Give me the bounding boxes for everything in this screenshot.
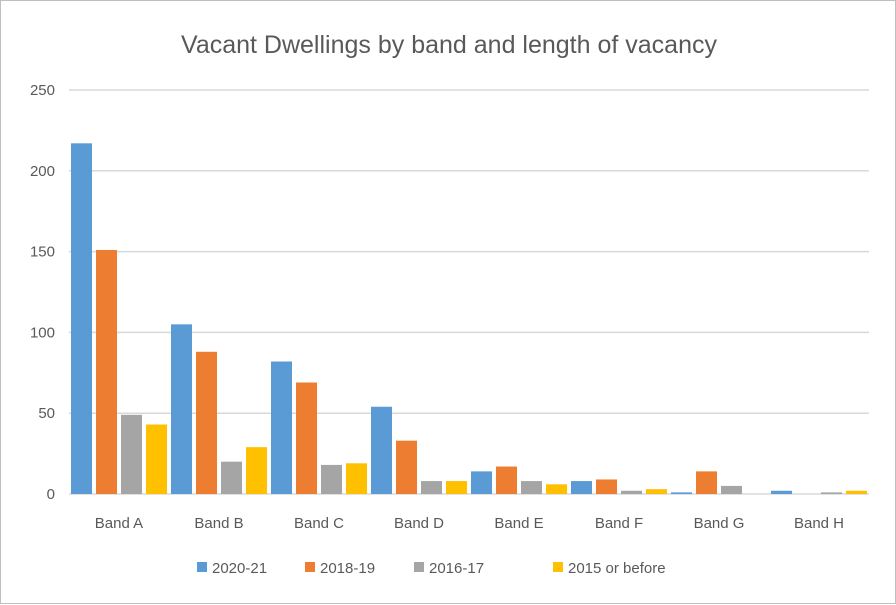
bar-2018-19 — [296, 382, 317, 494]
x-tick-label: Band B — [194, 515, 243, 532]
bar-2016-17 — [121, 414, 142, 494]
x-tick-label: Band A — [95, 515, 143, 532]
bar-2020-21 — [471, 471, 492, 494]
bar-2016-17 — [821, 492, 842, 494]
bar-2020-21 — [671, 492, 692, 494]
x-tick-label: Band F — [595, 515, 643, 532]
legend-swatch — [305, 562, 315, 572]
y-tick-label: 250 — [30, 82, 55, 99]
bar-2018-19 — [696, 471, 717, 494]
legend-label: 2020-21 — [212, 560, 267, 577]
x-tick-label: Band C — [294, 515, 344, 532]
bar-2016-17 — [521, 481, 542, 494]
bar-2020-21 — [571, 481, 592, 494]
legend-label: 2018-19 — [320, 560, 375, 577]
y-tick-label: 100 — [30, 324, 55, 341]
bar-2016-17 — [721, 485, 742, 494]
legend-swatch — [553, 562, 563, 572]
bar-2015-or-before — [246, 447, 267, 494]
chart-title: Vacant Dwellings by band and length of v… — [181, 31, 717, 59]
bar-2018-19 — [96, 249, 117, 494]
bar-2015-or-before — [646, 489, 667, 494]
bar-2018-19 — [196, 351, 217, 494]
bar-2016-17 — [621, 490, 642, 494]
bar-2018-19 — [396, 440, 417, 494]
y-tick-label: 150 — [30, 244, 55, 261]
bar-2020-21 — [371, 406, 392, 494]
bar-2015-or-before — [446, 481, 467, 494]
x-tick-label: Band E — [494, 515, 543, 532]
x-tick-label: Band D — [394, 515, 444, 532]
bar-2016-17 — [221, 461, 242, 494]
bar-2015-or-before — [346, 463, 367, 494]
bar-2018-19 — [596, 479, 617, 494]
x-tick-label: Band G — [694, 515, 745, 532]
bar-2020-21 — [771, 490, 792, 494]
y-tick-label: 50 — [38, 405, 55, 422]
bar-2020-21 — [171, 324, 192, 494]
bar-2016-17 — [321, 464, 342, 494]
bar-2020-21 — [271, 361, 292, 494]
bar-2016-17 — [421, 481, 442, 494]
legend-swatch — [197, 562, 207, 572]
bar-2020-21 — [71, 143, 92, 494]
bar-2015-or-before — [146, 424, 167, 494]
y-tick-label: 200 — [30, 163, 55, 180]
legend-swatch — [414, 562, 424, 572]
y-tick-label: 0 — [47, 486, 55, 503]
legend-label: 2015 or before — [568, 560, 666, 577]
legend-label: 2016-17 — [429, 560, 484, 577]
bar-2018-19 — [496, 466, 517, 494]
bar-2015-or-before — [846, 490, 867, 494]
bar-2015-or-before — [546, 484, 567, 494]
x-tick-label: Band H — [794, 515, 844, 532]
